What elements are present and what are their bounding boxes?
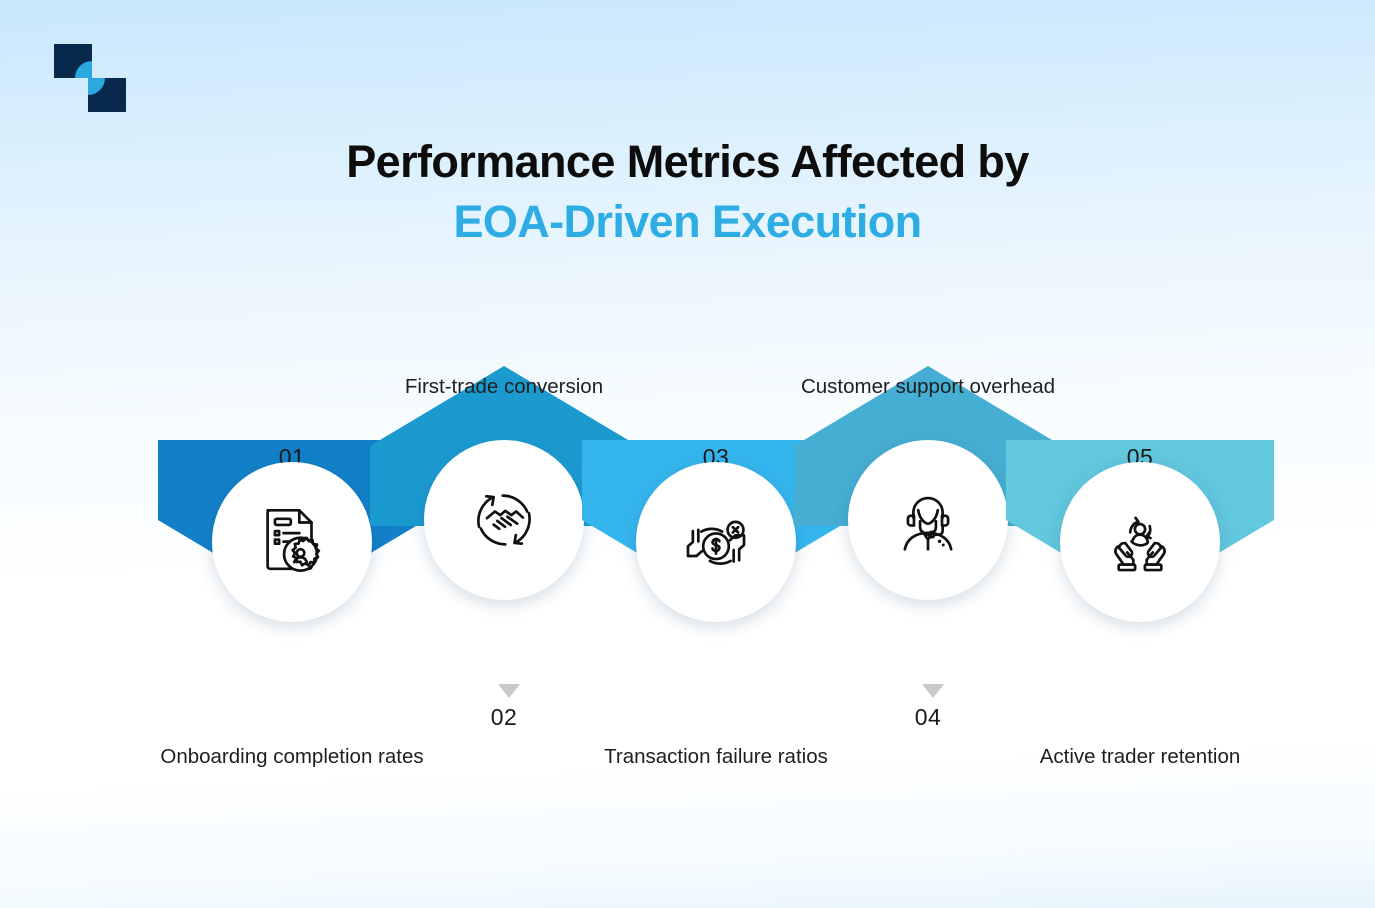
step-label-02: First-trade conversion: [404, 375, 604, 398]
brand-logo-mark: [54, 44, 126, 112]
step-label-04: Customer support overhead: [800, 375, 1056, 398]
document-gear-icon: [266, 508, 321, 572]
brand-logo: [54, 44, 126, 112]
customer-retention-hands-icon: [1114, 516, 1166, 572]
step-03[interactable]: 03 Transaction failure ratios: [582, 352, 850, 822]
page-title-line-2: EOA-Driven Execution: [453, 196, 922, 247]
page-title-line-1: Performance Metrics Affected by: [346, 136, 1029, 187]
pointer-down-icon-02: [498, 684, 520, 698]
step-02[interactable]: First-trade conversion 02: [370, 352, 638, 822]
process-infographic: 01 Onboarding completion rates First-: [0, 352, 1375, 822]
failed-payment-icon: [686, 520, 746, 565]
page-title: Performance Metrics Affected by EOA-Driv…: [0, 132, 1375, 252]
step-label-01: Onboarding completion rates: [160, 745, 424, 768]
handshake-refresh-icon: [477, 494, 531, 546]
step-label-03: Transaction failure ratios: [604, 745, 828, 768]
step-label-05: Active trader retention: [1039, 745, 1241, 768]
support-agent-headset-icon: [903, 496, 953, 551]
step-icon-disc-05[interactable]: [1060, 462, 1220, 622]
step-04[interactable]: Customer support overhead 04: [794, 352, 1062, 822]
pointer-down-icon-04: [922, 684, 944, 698]
step-icon-disc-01[interactable]: [212, 462, 372, 622]
step-icon-disc-04[interactable]: [848, 440, 1008, 600]
step-01[interactable]: 01 Onboarding completion rates: [158, 352, 426, 822]
step-icon-disc-03[interactable]: [636, 462, 796, 622]
step-number-04: 04: [914, 704, 942, 730]
step-icon-disc-02[interactable]: [424, 440, 584, 600]
step-05[interactable]: 05 Active trader retention: [1006, 352, 1274, 822]
step-number-02: 02: [490, 704, 518, 730]
